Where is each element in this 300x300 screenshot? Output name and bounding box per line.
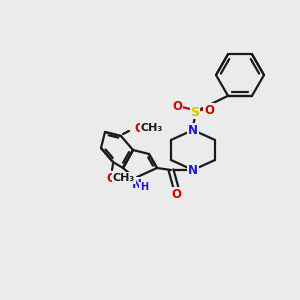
Text: O: O [106, 172, 116, 184]
Text: CH₃: CH₃ [141, 123, 163, 133]
Text: O: O [134, 122, 144, 134]
Text: O: O [171, 188, 181, 200]
Text: CH₃: CH₃ [113, 173, 135, 183]
Text: O: O [204, 103, 214, 116]
Text: H: H [140, 182, 148, 192]
Text: S: S [190, 106, 200, 118]
Text: O: O [172, 100, 182, 113]
Text: N: N [188, 124, 198, 136]
Text: N: N [188, 164, 198, 176]
Text: N: N [132, 178, 142, 190]
